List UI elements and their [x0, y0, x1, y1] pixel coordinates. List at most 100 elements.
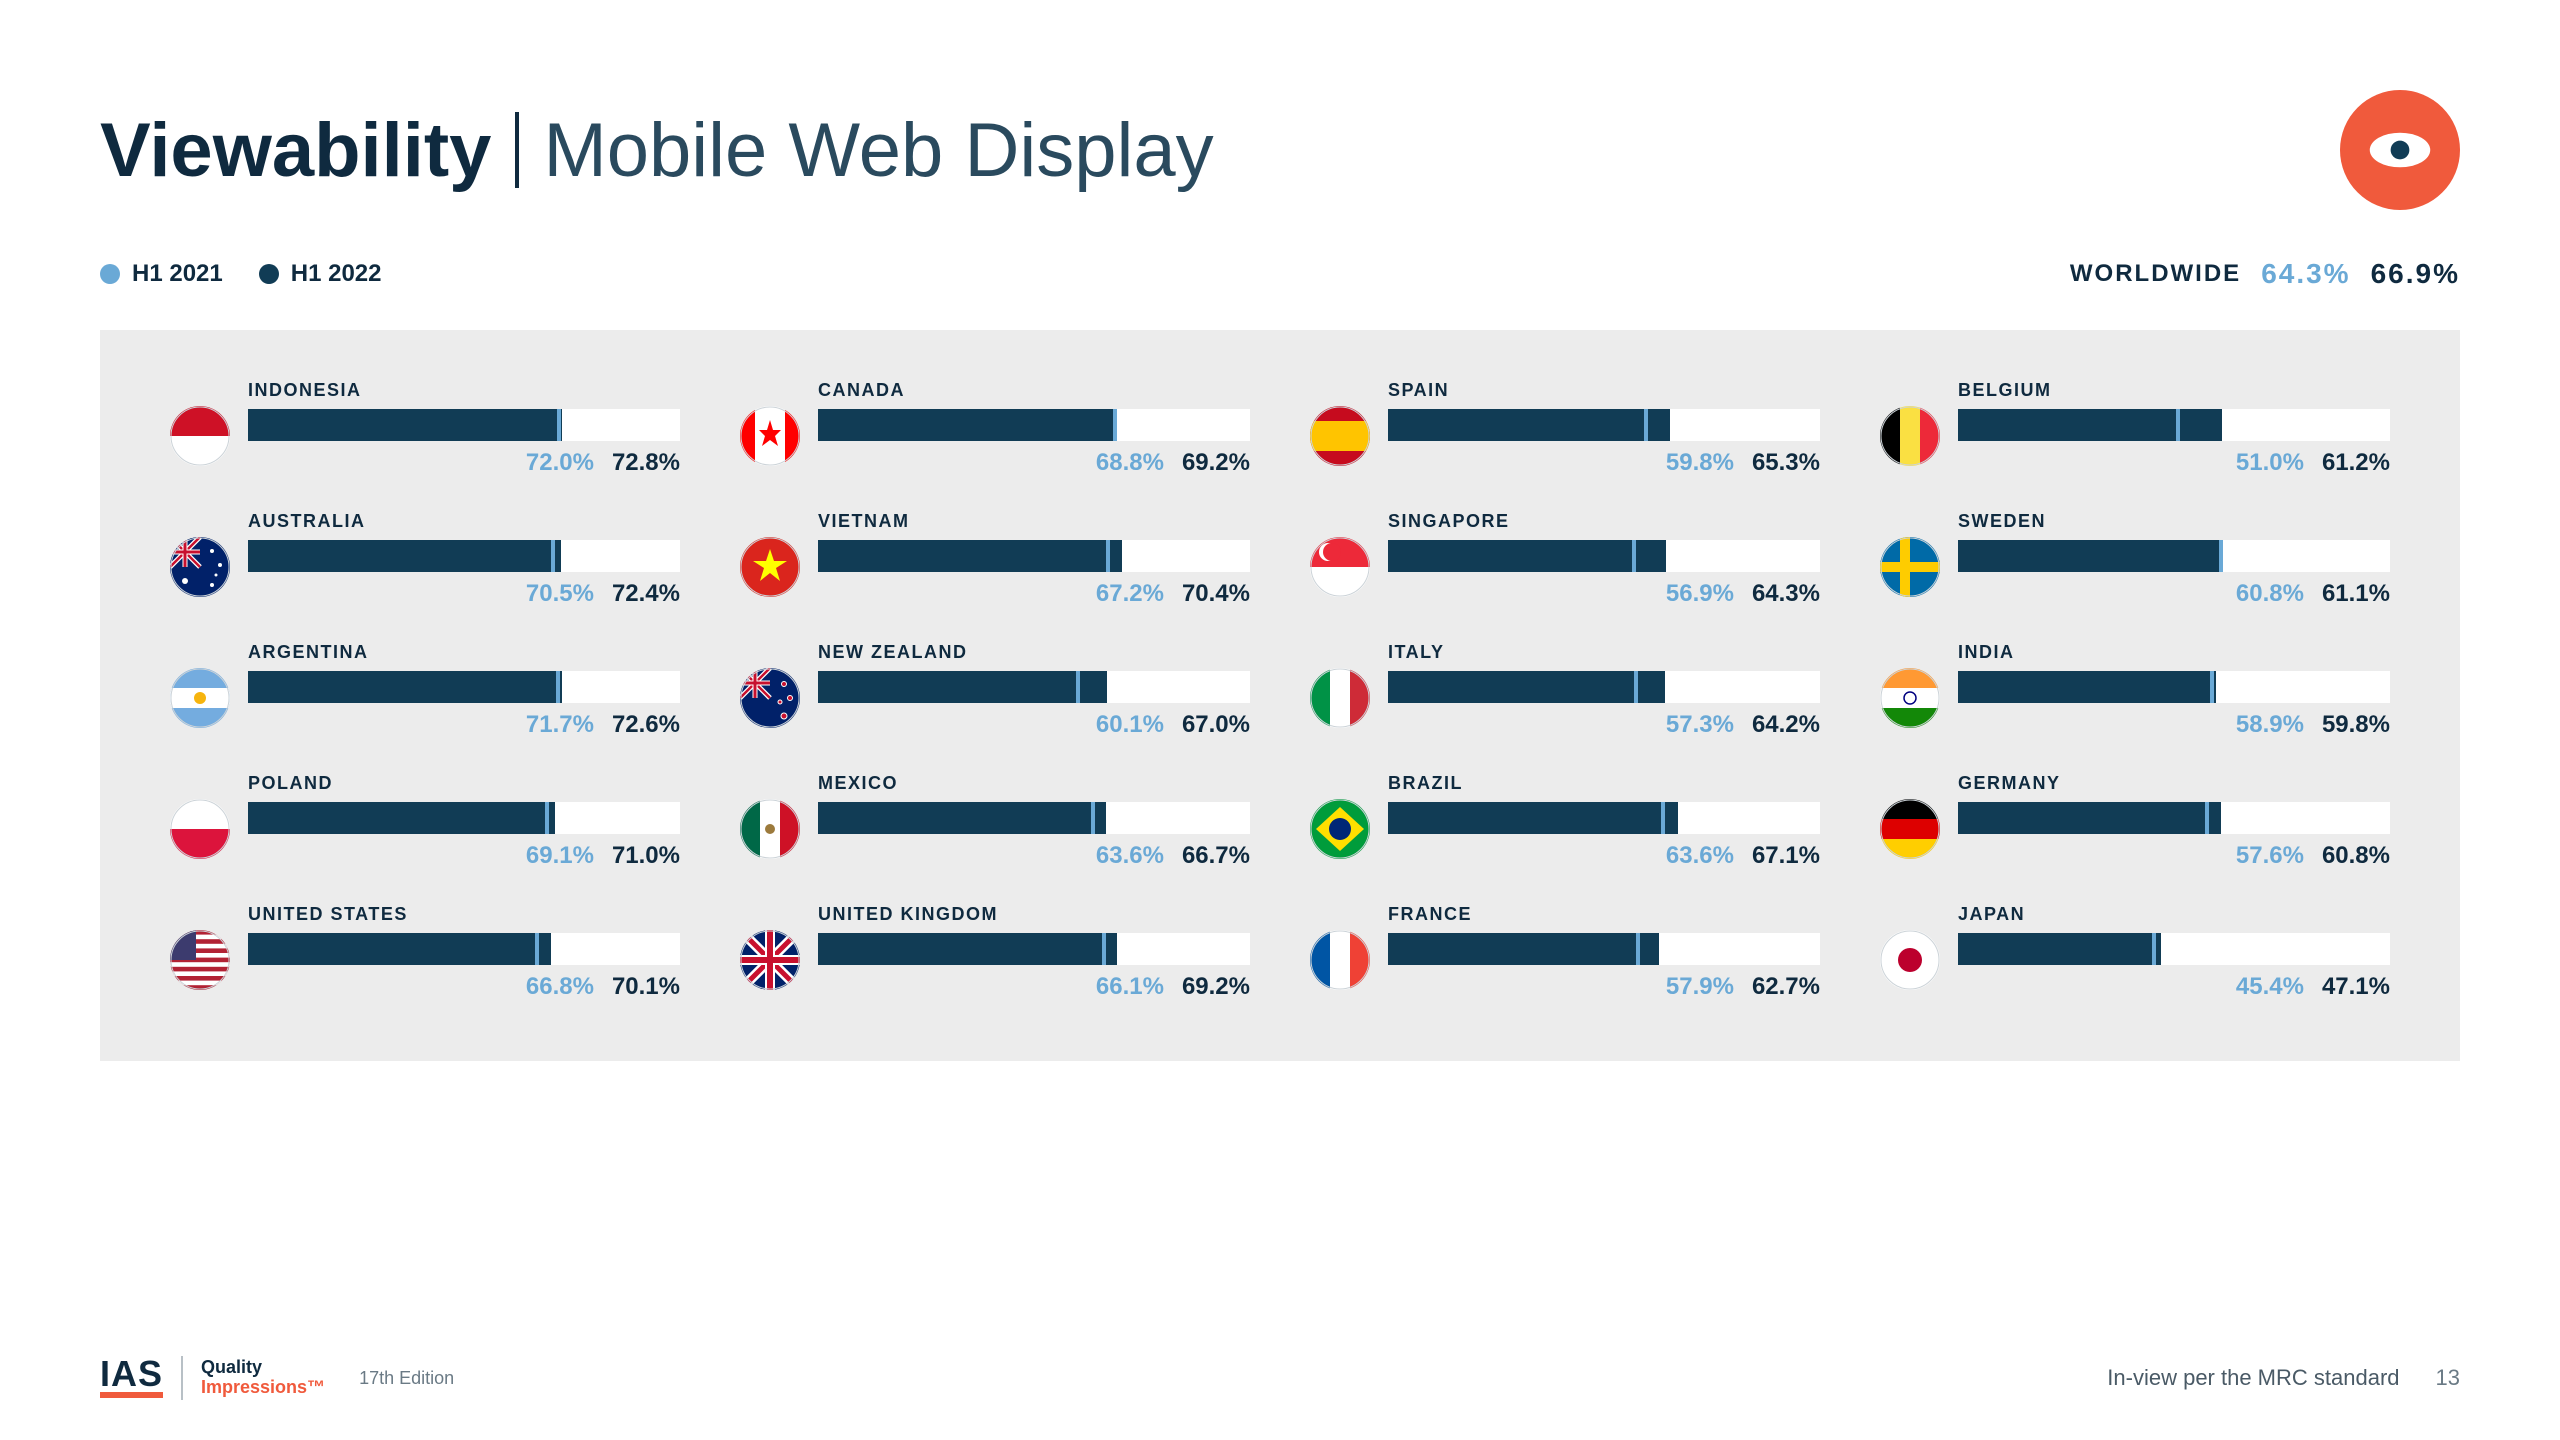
flag-icon — [1880, 930, 1940, 990]
country-name: VIETNAM — [818, 511, 1250, 532]
eye-icon — [2340, 90, 2460, 210]
value-2021: 69.1% — [526, 842, 594, 870]
country-name: JAPAN — [1958, 904, 2390, 925]
country-name: ITALY — [1388, 642, 1820, 663]
flag-icon — [740, 406, 800, 466]
footer-brand: IAS Quality Impressions™ 17th Edition — [100, 1356, 454, 1400]
value-2022: 64.3% — [1752, 580, 1820, 608]
value-2022: 67.1% — [1752, 842, 1820, 870]
value-2022: 72.4% — [612, 580, 680, 608]
value-2021: 66.8% — [526, 973, 594, 1001]
value-2021: 57.3% — [1666, 711, 1734, 739]
flag-icon — [1310, 930, 1370, 990]
flag-icon — [170, 406, 230, 466]
country-name: UNITED STATES — [248, 904, 680, 925]
country-name: POLAND — [248, 773, 680, 794]
value-2021: 57.6% — [2236, 842, 2304, 870]
bar-track — [1388, 409, 1820, 441]
bar-track — [818, 409, 1250, 441]
country-name: SINGAPORE — [1388, 511, 1820, 532]
bar-track — [1388, 671, 1820, 703]
value-2021: 66.1% — [1096, 973, 1164, 1001]
bar-track — [1958, 540, 2390, 572]
bar-tick-2021 — [2219, 540, 2223, 572]
title-bold: Viewability — [100, 107, 491, 194]
countries-panel: INDONESIA72.0%72.8%CANADA68.8%69.2%SPAIN… — [100, 330, 2460, 1061]
footer-right: In-view per the MRC standard 13 — [2107, 1365, 2460, 1391]
footer-note: In-view per the MRC standard — [2107, 1365, 2399, 1391]
country-cell: SPAIN59.8%65.3% — [1310, 380, 1820, 477]
country-name: MEXICO — [818, 773, 1250, 794]
bar-track — [1958, 933, 2390, 965]
bar-fill-2022 — [1388, 802, 1678, 834]
ias-logo: IAS — [100, 1358, 163, 1398]
legend-dot-2022-icon — [259, 264, 279, 284]
bar-tick-2021 — [2152, 933, 2156, 965]
bar-tick-2021 — [535, 933, 539, 965]
worldwide-2021: 64.3% — [2261, 258, 2350, 290]
bar-tick-2021 — [1632, 540, 1636, 572]
country-name: INDIA — [1958, 642, 2390, 663]
value-2021: 51.0% — [2236, 449, 2304, 477]
value-2022: 61.2% — [2322, 449, 2390, 477]
value-2021: 45.4% — [2236, 973, 2304, 1001]
country-cell: AUSTRALIA70.5%72.4% — [170, 511, 680, 608]
country-name: ARGENTINA — [248, 642, 680, 663]
country-cell: ITALY57.3%64.2% — [1310, 642, 1820, 739]
value-2022: 47.1% — [2322, 973, 2390, 1001]
footer-quality: Quality Impressions™ — [201, 1358, 325, 1398]
footer-quality-l2: Impressions™ — [201, 1377, 325, 1397]
bar-track — [1388, 802, 1820, 834]
flag-icon — [1880, 799, 1940, 859]
bar-track — [1958, 409, 2390, 441]
bar-fill-2022 — [1388, 671, 1665, 703]
bar-tick-2021 — [1634, 671, 1638, 703]
page-number: 13 — [2436, 1365, 2460, 1391]
bar-tick-2021 — [551, 540, 555, 572]
value-2022: 62.7% — [1752, 973, 1820, 1001]
country-cell: GERMANY 57.6% 60.8% — [1880, 773, 2390, 870]
bar-track — [1958, 671, 2390, 703]
country-cell: BRAZIL63.6%67.1% — [1310, 773, 1820, 870]
bar-fill-2022 — [818, 409, 1117, 441]
legend: H1 2021 H1 2022 — [100, 260, 382, 288]
value-2022: 60.8% — [2322, 842, 2390, 870]
bar-tick-2021 — [1636, 933, 1640, 965]
value-2022: 70.4% — [1182, 580, 1250, 608]
bar-tick-2021 — [2205, 802, 2209, 834]
flag-icon — [170, 930, 230, 990]
bar-track — [1388, 540, 1820, 572]
value-2022: 61.1% — [2322, 580, 2390, 608]
flag-icon — [740, 930, 800, 990]
country-cell: UNITED STATES 66.8% 70.1% — [170, 904, 680, 1001]
country-name: NEW ZEALAND — [818, 642, 1250, 663]
bar-fill-2022 — [248, 409, 562, 441]
country-cell: INDIA58.9%59.8% — [1880, 642, 2390, 739]
bar-track — [248, 540, 680, 572]
value-2021: 58.9% — [2236, 711, 2304, 739]
value-2022: 72.8% — [612, 449, 680, 477]
country-cell: MEXICO63.6%66.7% — [740, 773, 1250, 870]
country-name: GERMANY — [1958, 773, 2390, 794]
country-cell: SWEDEN60.8%61.1% — [1880, 511, 2390, 608]
bar-fill-2022 — [1958, 933, 2161, 965]
country-name: FRANCE — [1388, 904, 1820, 925]
bar-fill-2022 — [1388, 933, 1659, 965]
value-2022: 65.3% — [1752, 449, 1820, 477]
flag-icon — [170, 799, 230, 859]
worldwide-label: WORLDWIDE — [2070, 260, 2241, 288]
value-2021: 67.2% — [1096, 580, 1164, 608]
country-cell: NEW ZEALAND60.1%67.0% — [740, 642, 1250, 739]
value-2022: 69.2% — [1182, 973, 1250, 1001]
flag-icon — [1310, 537, 1370, 597]
title-divider — [515, 112, 519, 188]
value-2021: 59.8% — [1666, 449, 1734, 477]
country-cell: POLAND69.1%71.0% — [170, 773, 680, 870]
flag-icon — [740, 668, 800, 728]
bar-tick-2021 — [2176, 409, 2180, 441]
value-2022: 70.1% — [612, 973, 680, 1001]
bar-fill-2022 — [1388, 409, 1670, 441]
value-2022: 69.2% — [1182, 449, 1250, 477]
country-cell: SINGAPORE56.9%64.3% — [1310, 511, 1820, 608]
value-2021: 71.7% — [526, 711, 594, 739]
